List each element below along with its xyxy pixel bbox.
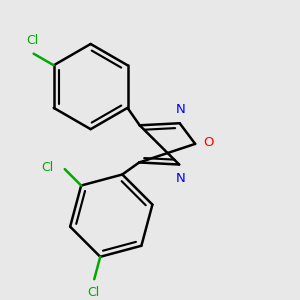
Text: Cl: Cl (87, 286, 99, 299)
Text: N: N (176, 103, 186, 116)
Text: Cl: Cl (26, 34, 38, 47)
Text: Cl: Cl (41, 161, 53, 174)
Text: N: N (176, 172, 185, 185)
Text: O: O (203, 136, 213, 149)
